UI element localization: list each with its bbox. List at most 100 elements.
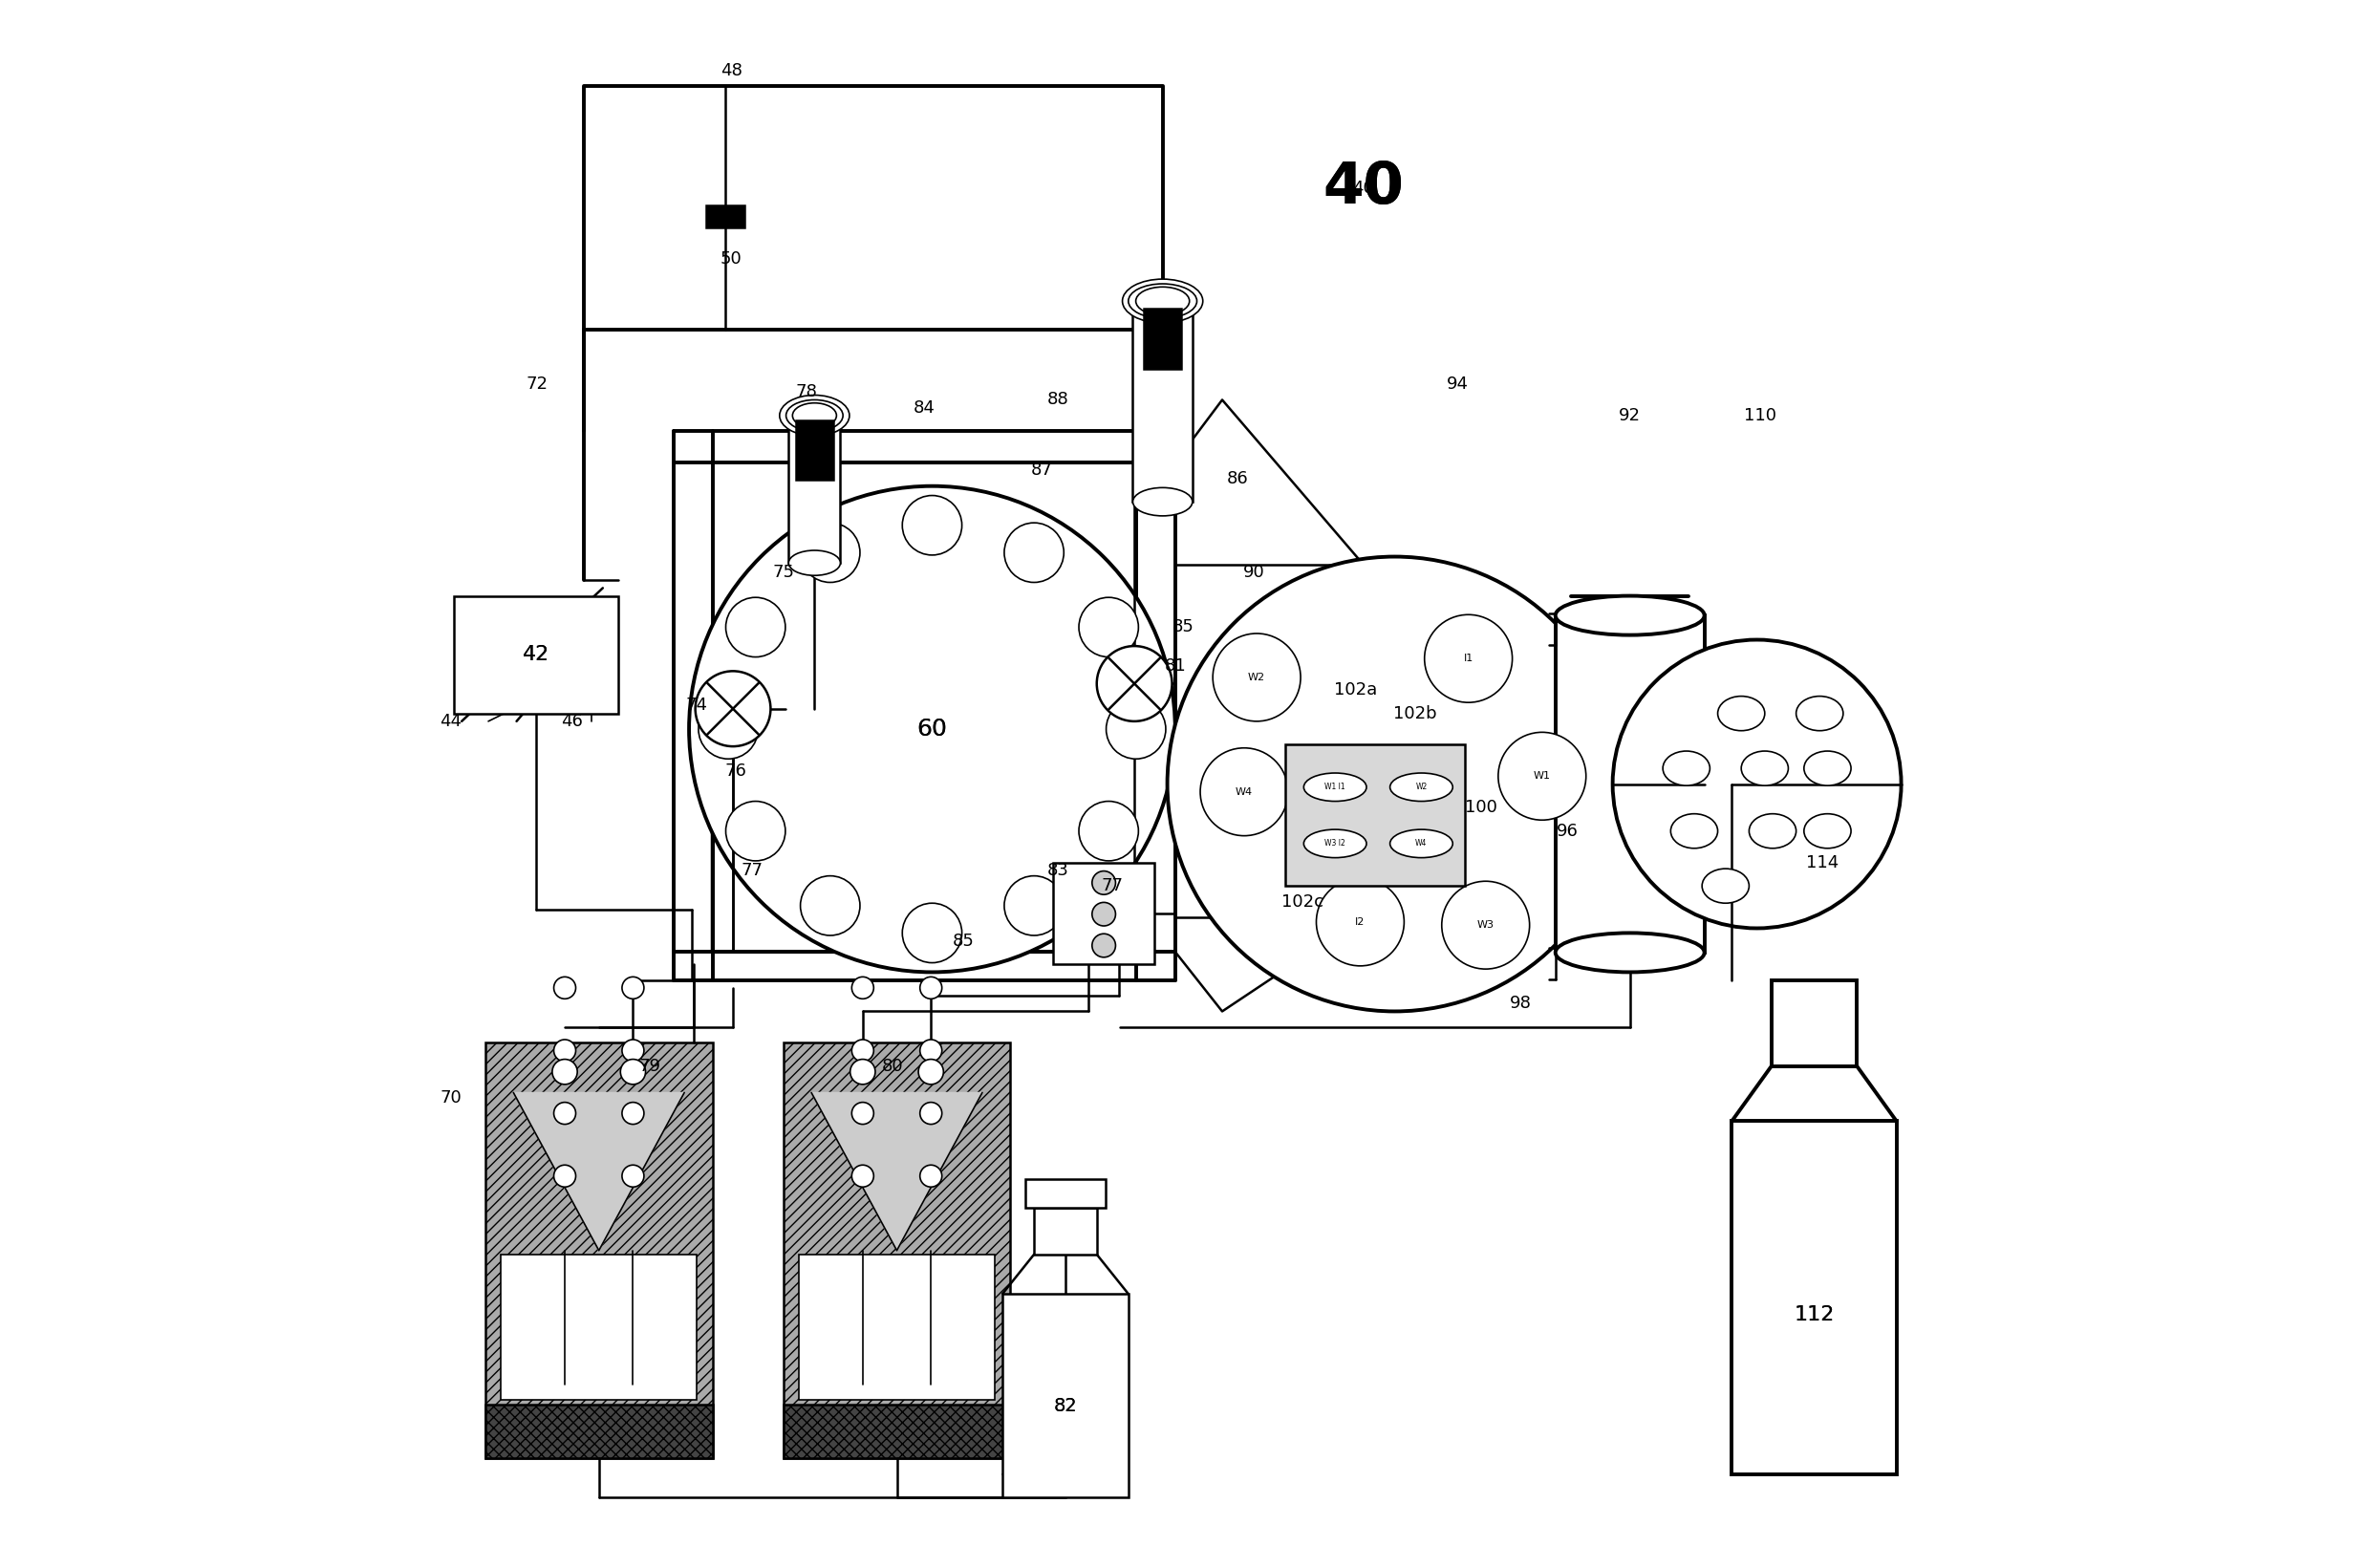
Text: 40: 40 xyxy=(1323,160,1403,216)
Text: I1: I1 xyxy=(1465,654,1474,663)
Text: 77: 77 xyxy=(741,862,762,878)
Ellipse shape xyxy=(1701,869,1748,903)
Circle shape xyxy=(901,495,963,555)
Circle shape xyxy=(1079,597,1138,657)
Circle shape xyxy=(1424,615,1512,702)
Ellipse shape xyxy=(1803,814,1850,848)
Circle shape xyxy=(852,1102,873,1124)
Circle shape xyxy=(920,1040,942,1062)
Text: W1 I1: W1 I1 xyxy=(1325,782,1346,792)
Circle shape xyxy=(852,1040,873,1062)
Text: 78: 78 xyxy=(795,384,819,400)
Text: 60: 60 xyxy=(918,718,946,740)
Text: 40: 40 xyxy=(1353,180,1375,196)
Bar xyxy=(788,425,840,563)
Ellipse shape xyxy=(793,403,838,428)
Circle shape xyxy=(1093,933,1117,956)
Text: 74: 74 xyxy=(686,698,707,713)
Text: 85: 85 xyxy=(953,933,975,949)
Text: 86: 86 xyxy=(1228,470,1249,486)
Text: 84: 84 xyxy=(913,400,935,416)
Circle shape xyxy=(620,1060,646,1085)
Circle shape xyxy=(622,1102,644,1124)
Text: 44: 44 xyxy=(440,713,461,729)
Text: 79: 79 xyxy=(639,1058,660,1074)
Circle shape xyxy=(849,1060,875,1085)
Ellipse shape xyxy=(1718,696,1765,731)
Text: 72: 72 xyxy=(525,376,549,392)
Circle shape xyxy=(1003,877,1065,936)
Circle shape xyxy=(726,597,786,657)
Circle shape xyxy=(1200,748,1287,836)
Text: 60: 60 xyxy=(918,718,946,740)
Bar xyxy=(783,1405,1010,1458)
Text: 42: 42 xyxy=(523,644,549,665)
Bar xyxy=(1034,1207,1098,1254)
Text: 77: 77 xyxy=(1103,878,1124,894)
Text: 82: 82 xyxy=(1053,1397,1077,1414)
Bar xyxy=(783,1043,1010,1458)
Text: 83: 83 xyxy=(1046,862,1069,878)
Circle shape xyxy=(1614,640,1902,928)
Text: 70: 70 xyxy=(440,1090,461,1105)
Text: 112: 112 xyxy=(1793,1306,1834,1325)
Bar xyxy=(485,1405,712,1458)
Ellipse shape xyxy=(1129,284,1197,318)
Ellipse shape xyxy=(788,550,840,575)
Ellipse shape xyxy=(1663,751,1711,786)
Text: W3: W3 xyxy=(1476,920,1495,930)
Text: 87: 87 xyxy=(1032,463,1053,478)
Bar xyxy=(800,1254,994,1400)
Ellipse shape xyxy=(778,395,849,436)
Bar xyxy=(707,205,743,227)
Ellipse shape xyxy=(1670,814,1718,848)
Circle shape xyxy=(1498,732,1585,820)
Text: 102b: 102b xyxy=(1394,706,1436,721)
Text: W1: W1 xyxy=(1533,771,1550,781)
Circle shape xyxy=(696,671,771,746)
Circle shape xyxy=(622,977,644,999)
Circle shape xyxy=(1315,878,1403,966)
Circle shape xyxy=(551,1060,577,1085)
Bar xyxy=(1285,745,1465,886)
Text: 80: 80 xyxy=(883,1058,904,1074)
Text: W3 I2: W3 I2 xyxy=(1325,839,1346,848)
Text: W4: W4 xyxy=(1235,787,1254,797)
Circle shape xyxy=(554,977,575,999)
Circle shape xyxy=(852,977,873,999)
Text: 110: 110 xyxy=(1744,408,1777,423)
Bar xyxy=(1133,314,1192,502)
Text: I2: I2 xyxy=(1356,917,1365,927)
Ellipse shape xyxy=(1389,773,1453,801)
Bar xyxy=(485,1043,712,1458)
Ellipse shape xyxy=(1389,829,1453,858)
Text: 50: 50 xyxy=(722,251,743,267)
Circle shape xyxy=(920,1102,942,1124)
Bar xyxy=(502,1254,698,1400)
Polygon shape xyxy=(712,463,1136,952)
Text: 76: 76 xyxy=(724,764,748,779)
Bar xyxy=(1024,1179,1105,1207)
Circle shape xyxy=(918,1060,944,1085)
Circle shape xyxy=(800,522,859,582)
Text: 85: 85 xyxy=(1171,619,1195,635)
Circle shape xyxy=(920,977,942,999)
Circle shape xyxy=(554,1165,575,1187)
Polygon shape xyxy=(812,1093,982,1251)
Circle shape xyxy=(1003,522,1065,582)
Text: 46: 46 xyxy=(561,713,582,729)
Text: W4: W4 xyxy=(1415,839,1427,848)
Text: 82: 82 xyxy=(1053,1397,1077,1414)
Text: 96: 96 xyxy=(1557,823,1578,839)
Circle shape xyxy=(1079,801,1138,861)
Bar xyxy=(1053,862,1155,964)
Ellipse shape xyxy=(1796,696,1843,731)
Bar xyxy=(1554,615,1704,952)
Ellipse shape xyxy=(1304,829,1368,858)
Circle shape xyxy=(1098,646,1171,721)
Text: 112: 112 xyxy=(1793,1306,1834,1325)
Circle shape xyxy=(698,699,757,759)
Ellipse shape xyxy=(1748,814,1796,848)
Text: 98: 98 xyxy=(1510,996,1531,1011)
Text: W2: W2 xyxy=(1415,782,1427,792)
